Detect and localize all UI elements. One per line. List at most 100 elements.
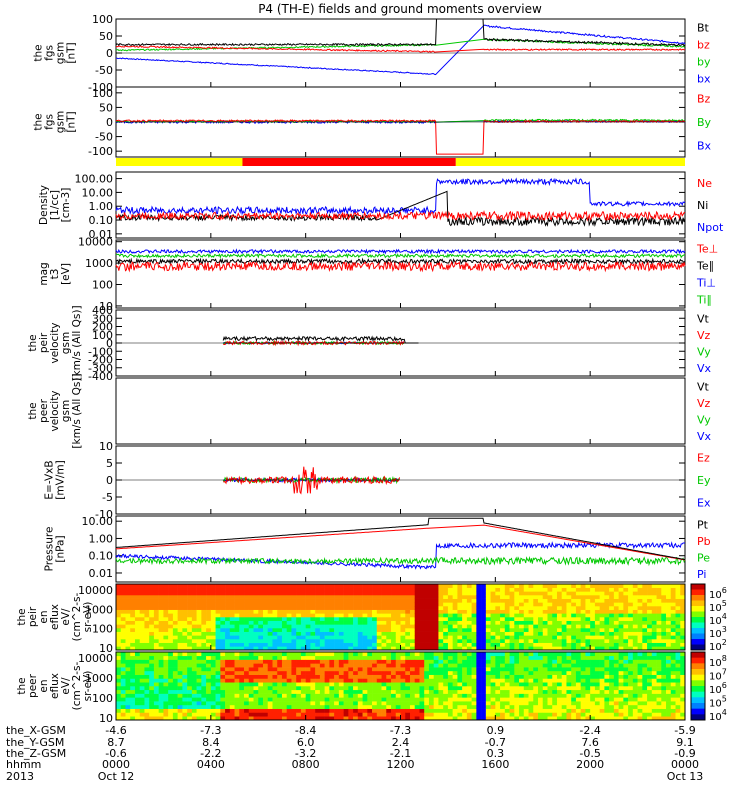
heatmap-cell <box>329 701 335 706</box>
heatmap-cell <box>452 613 458 618</box>
heatmap-cell <box>116 670 122 675</box>
heatmap-cell <box>623 609 629 614</box>
heatmap-cell <box>168 697 174 702</box>
heatmap-cell <box>476 704 482 709</box>
heatmap-cell <box>376 584 382 588</box>
heatmap-cell <box>130 667 136 672</box>
heatmap-cell <box>538 682 544 687</box>
heatmap-cell <box>628 631 634 636</box>
heatmap-cell <box>661 617 667 621</box>
heatmap-cell <box>386 639 392 643</box>
heatmap-cell <box>210 584 216 588</box>
heatmap-cell <box>391 620 397 625</box>
colorbar-cell <box>691 697 705 704</box>
heatmap-cell <box>666 667 672 672</box>
heatmap-cell <box>300 620 306 625</box>
heatmap-cell <box>651 584 657 588</box>
heatmap-cell <box>504 587 510 592</box>
heatmap-cell <box>225 642 231 647</box>
heatmap-cell <box>267 716 273 721</box>
heatmap-cell <box>277 620 283 625</box>
heatmap-cell <box>386 587 392 592</box>
x-col-x: -7.3 <box>390 724 411 737</box>
heatmap-cell <box>215 712 221 717</box>
heatmap-cell <box>253 606 259 610</box>
heatmap-cell <box>552 628 558 632</box>
heatmap-cell <box>599 620 605 625</box>
heatmap-cell <box>286 617 292 621</box>
heatmap-cell <box>286 686 292 691</box>
heatmap-cell <box>206 678 212 683</box>
heatmap-cell <box>466 689 472 694</box>
heatmap-cell <box>405 678 411 683</box>
heatmap-cell <box>134 697 141 702</box>
heatmap-cell <box>386 595 392 599</box>
heatmap-cell <box>409 613 416 618</box>
heatmap-cell <box>291 678 297 683</box>
heatmap-cell <box>248 712 254 717</box>
heatmap-cell <box>315 631 321 636</box>
heatmap-cell <box>462 635 468 640</box>
heatmap-cell <box>504 591 510 596</box>
heatmap-cell <box>291 646 297 651</box>
heatmap-cell <box>172 602 178 607</box>
heatmap-cell <box>613 642 619 647</box>
heatmap-cell <box>182 598 188 603</box>
heatmap-cell <box>575 716 581 721</box>
heatmap-cell <box>191 678 197 683</box>
heatmap-cell <box>334 716 340 721</box>
heatmap-cell <box>381 595 387 599</box>
heatmap-cell <box>561 697 567 702</box>
heatmap-cell <box>125 712 131 717</box>
heatmap-cell <box>277 635 283 640</box>
heatmap-cell <box>642 635 648 640</box>
heatmap-cell <box>580 584 586 588</box>
heatmap-cell <box>353 663 359 668</box>
heatmap-cell <box>353 617 359 621</box>
heatmap-cell <box>670 678 676 683</box>
heatmap-cell <box>443 693 449 698</box>
heatmap-cell <box>533 667 539 672</box>
heatmap-cell <box>386 678 392 683</box>
heatmap-cell <box>542 689 548 694</box>
heatmap-cell <box>229 584 235 588</box>
heatmap-cell <box>637 712 643 717</box>
heatmap-cell <box>571 708 577 713</box>
heatmap-cell <box>566 606 572 610</box>
heatmap-cell <box>362 613 368 618</box>
heatmap-cell <box>267 682 273 687</box>
heatmap-cell <box>419 682 425 687</box>
heatmap-cells <box>116 652 686 721</box>
heatmap-cell <box>329 609 335 614</box>
heatmap-cell <box>267 595 273 599</box>
heatmap-cell <box>457 674 463 679</box>
heatmap-cell <box>210 689 216 694</box>
heatmap-cell <box>225 689 231 694</box>
heatmap-cell <box>168 628 174 632</box>
heatmap-cell <box>305 659 311 664</box>
heatmap-cell <box>651 674 657 679</box>
heatmap-cell <box>343 598 349 603</box>
heatmap-cell <box>357 595 363 599</box>
heatmap-cell <box>248 686 254 691</box>
heatmap-cell <box>561 667 567 672</box>
heatmap-cell <box>281 639 287 643</box>
y-axis-label: the <box>27 334 39 351</box>
heatmap-cell <box>220 595 226 599</box>
heatmap-cell <box>680 655 686 660</box>
heatmap-cell <box>481 606 487 610</box>
heatmap-cell <box>215 663 221 668</box>
heatmap-cell <box>519 667 525 672</box>
heatmap-cell <box>258 659 264 664</box>
heatmap-cell <box>149 716 155 721</box>
heatmap-cell <box>542 591 548 596</box>
heatmap-cell <box>182 659 188 664</box>
heatmap-cell <box>376 686 382 691</box>
heatmap-cell <box>666 620 672 625</box>
heatmap-cell <box>386 659 392 664</box>
heatmap-cell <box>139 595 145 599</box>
heatmap-cell <box>590 678 596 683</box>
heatmap-cell <box>353 682 359 687</box>
heatmap-cell <box>395 613 401 618</box>
heatmap-cell <box>642 704 648 709</box>
